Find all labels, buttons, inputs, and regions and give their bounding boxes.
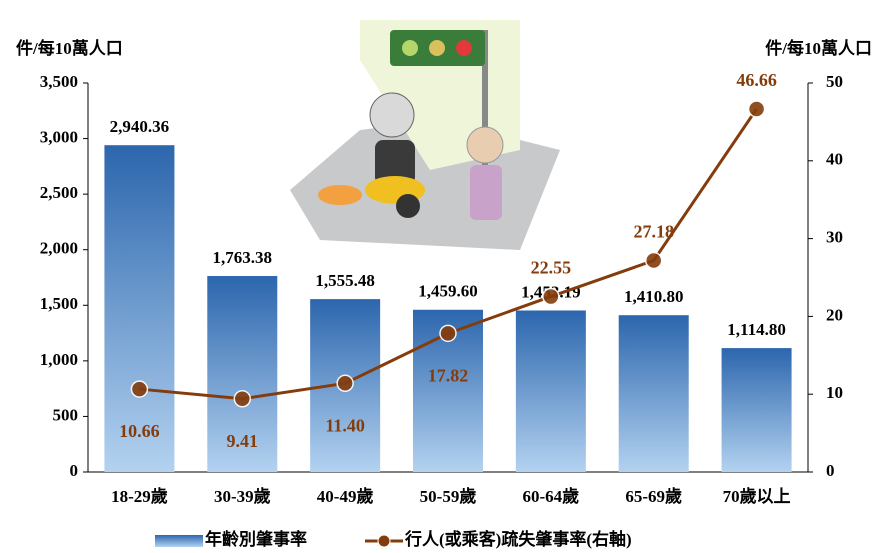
x-tick-label: 30-39歲	[214, 486, 271, 506]
line-value-label: 11.40	[325, 415, 365, 435]
bar-value-label: 1,763.38	[213, 248, 273, 267]
y2-tick-label: 50	[826, 72, 843, 91]
illustration	[290, 20, 560, 250]
y-tick-label: 2,500	[40, 183, 78, 202]
line-marker	[337, 375, 353, 391]
y2-tick-label: 30	[826, 228, 843, 247]
bar	[722, 348, 792, 472]
y-tick-label: 3,500	[40, 72, 78, 91]
bar	[516, 310, 586, 472]
line-value-label: 46.66	[736, 70, 777, 90]
x-tick-label: 50-59歲	[420, 486, 477, 506]
x-tick-label: 70歲以上	[723, 486, 791, 506]
line-value-label: 17.82	[428, 365, 469, 385]
line-marker	[234, 391, 250, 407]
bar-value-label: 1,555.48	[315, 271, 375, 290]
x-tick-label: 18-29歲	[111, 486, 168, 506]
legend-label: 行人(或乘客)疏失肇事率(右軸)	[404, 529, 632, 549]
line-marker	[543, 289, 559, 305]
line-marker	[440, 325, 456, 341]
bar-value-label: 1,410.80	[624, 287, 684, 306]
bar-value-label: 1,459.60	[418, 282, 478, 301]
y2-tick-label: 20	[826, 305, 843, 324]
line-marker	[646, 253, 662, 269]
y-tick-label: 2,000	[40, 239, 78, 258]
y2-tick-label: 0	[826, 461, 835, 480]
y2-tick-label: 10	[826, 383, 843, 402]
chart: 件/每10萬人口 件/每10萬人口 05001,0001,5002,0002,5…	[0, 0, 888, 553]
line-marker	[131, 381, 147, 397]
line-marker	[749, 101, 765, 117]
y-tick-label: 1,000	[40, 350, 78, 369]
line-value-label: 9.41	[227, 431, 259, 451]
bar-value-label: 2,940.36	[110, 117, 170, 136]
x-tick-label: 60-64歲	[523, 486, 580, 506]
bar-value-label: 1,114.80	[727, 320, 786, 339]
line-value-label: 22.55	[531, 258, 572, 278]
y-tick-label: 0	[70, 461, 79, 480]
x-tick-label: 65-69歲	[625, 486, 682, 506]
y2-tick-label: 40	[826, 150, 843, 169]
legend-label: 年齡別肇事率	[205, 529, 307, 549]
y-tick-label: 3,000	[40, 127, 78, 146]
y-tick-label: 500	[53, 405, 79, 424]
line-value-label: 27.18	[633, 222, 674, 242]
bar	[619, 315, 689, 472]
legend-swatch	[155, 535, 203, 547]
x-tick-label: 40-49歲	[317, 486, 374, 506]
y-tick-label: 1,500	[40, 294, 78, 313]
y-axis-title: 件/每10萬人口	[16, 38, 123, 58]
line-value-label: 10.66	[119, 421, 160, 441]
legend-marker	[378, 535, 390, 547]
y2-axis-title: 件/每10萬人口	[765, 38, 872, 58]
